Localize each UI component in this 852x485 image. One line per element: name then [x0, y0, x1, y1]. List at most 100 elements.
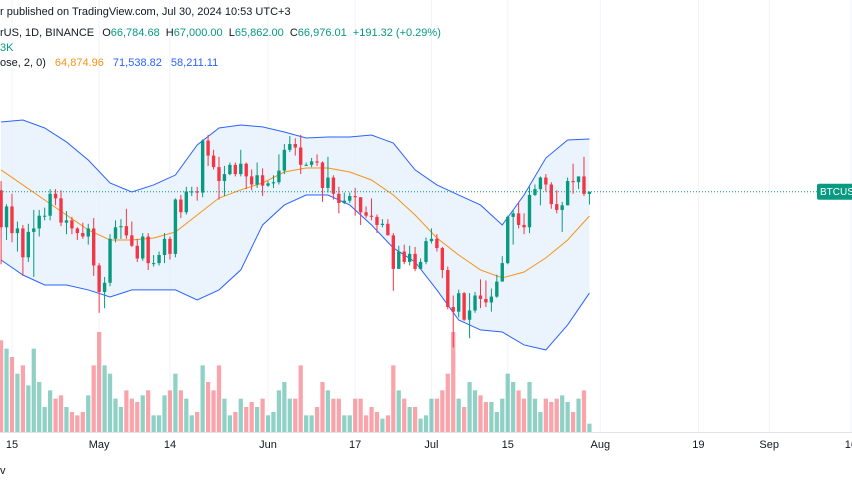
volume-bar — [31, 348, 36, 432]
candle-body — [10, 206, 14, 234]
volume-bar — [521, 398, 527, 432]
volume-bar — [363, 415, 369, 432]
legend: r published on TradingView.com, Jul 30, … — [0, 6, 441, 477]
candle-body — [130, 235, 134, 246]
volume-bar — [233, 412, 238, 432]
volume-bar — [118, 407, 124, 432]
volume-bar — [418, 418, 423, 432]
candle-body — [549, 184, 553, 205]
volume-bar — [304, 415, 309, 432]
candle-body — [26, 231, 31, 258]
candle-body — [168, 238, 172, 254]
candle-body — [380, 223, 385, 225]
volume-bar — [64, 407, 69, 432]
candle-body — [282, 149, 287, 171]
volume-bar — [113, 398, 118, 432]
candle-body — [157, 255, 161, 264]
ohlc-key: O — [102, 27, 111, 39]
volume-bar — [189, 415, 194, 432]
volume-legend: 3K — [0, 42, 14, 54]
volume-bar — [146, 390, 151, 432]
candle-body — [42, 215, 47, 217]
volume-bar — [385, 415, 390, 432]
volume-bar — [440, 390, 445, 432]
x-tick-label: 17 — [349, 439, 361, 451]
volume-pane — [0, 332, 592, 432]
candle-body — [260, 175, 265, 186]
volume-bar — [265, 415, 271, 432]
volume-bar — [58, 395, 64, 432]
volume-bar — [205, 382, 211, 432]
candle-body — [538, 177, 543, 190]
candle-body — [358, 197, 363, 213]
candle-body — [309, 161, 314, 165]
candle-body — [53, 193, 58, 199]
candle-body — [102, 282, 107, 293]
candle-body — [211, 155, 216, 168]
x-tick-label: 15 — [6, 439, 18, 451]
candle-body — [462, 293, 466, 320]
volume-bar — [472, 390, 478, 432]
volume-bar — [107, 373, 113, 432]
volume-bar — [287, 398, 292, 432]
candle-body — [206, 140, 210, 156]
candle-body — [375, 216, 379, 225]
candle-body — [516, 213, 521, 225]
change: +191.32 (+0.29%) — [353, 27, 441, 39]
volume-bar — [211, 390, 216, 432]
volume-bar — [124, 390, 129, 432]
x-tick-label: 14 — [164, 439, 176, 451]
volume-bar — [429, 398, 434, 432]
volume-bar — [178, 390, 183, 432]
candle-body — [119, 226, 123, 228]
candle-body — [511, 213, 515, 217]
candle-body — [565, 181, 570, 206]
candle-body — [522, 224, 526, 228]
candle-body — [70, 220, 74, 229]
ohlc-key: H — [166, 27, 174, 39]
candle-body — [337, 193, 341, 203]
candle-body — [135, 245, 139, 259]
volume-bar — [173, 373, 178, 432]
candle-body — [397, 251, 401, 269]
volume-bar — [527, 382, 532, 432]
volume-bar — [140, 395, 145, 432]
volume-bar — [167, 390, 173, 432]
candle-body — [21, 228, 25, 258]
volume-bar — [570, 412, 576, 432]
candle-body — [495, 281, 499, 297]
volume-bar — [9, 357, 15, 432]
volume-bar — [500, 398, 505, 432]
volume-bar — [309, 415, 314, 432]
volume-bar — [135, 402, 140, 432]
ohlc-value: 66,784.68 — [111, 27, 160, 39]
volume-bar — [37, 382, 42, 432]
volume-bar — [565, 402, 570, 432]
volume-bar — [489, 402, 494, 432]
candles: BTCUSD — [0, 134, 852, 348]
volume-bar — [483, 402, 489, 432]
volume-bar — [53, 398, 58, 432]
candle-body — [500, 263, 504, 282]
x-tick-label: May — [89, 439, 110, 451]
ohlc-value: 67,000.00 — [174, 27, 223, 39]
symbol-line: rUS, 1D, BINANCE O66,784.68 H67,000.00 L… — [0, 27, 441, 39]
footer: v — [0, 465, 6, 477]
ohlc-value: 65,862.00 — [235, 27, 284, 39]
candle-body — [108, 238, 112, 283]
candle-body — [484, 298, 488, 303]
candle-body — [162, 238, 167, 256]
candle-body — [97, 265, 101, 293]
candle-body — [326, 177, 330, 188]
candle-body — [473, 295, 477, 311]
candle-body — [467, 310, 472, 320]
volume-bar — [538, 412, 543, 432]
volume-bar — [26, 385, 31, 432]
volume-bar — [402, 398, 407, 432]
bb-basis — [0, 167, 590, 279]
candle-body — [141, 236, 145, 259]
volume-bar — [276, 390, 282, 432]
volume-bar — [511, 382, 516, 432]
bb-basis-value: 64,874.96 — [55, 57, 104, 69]
